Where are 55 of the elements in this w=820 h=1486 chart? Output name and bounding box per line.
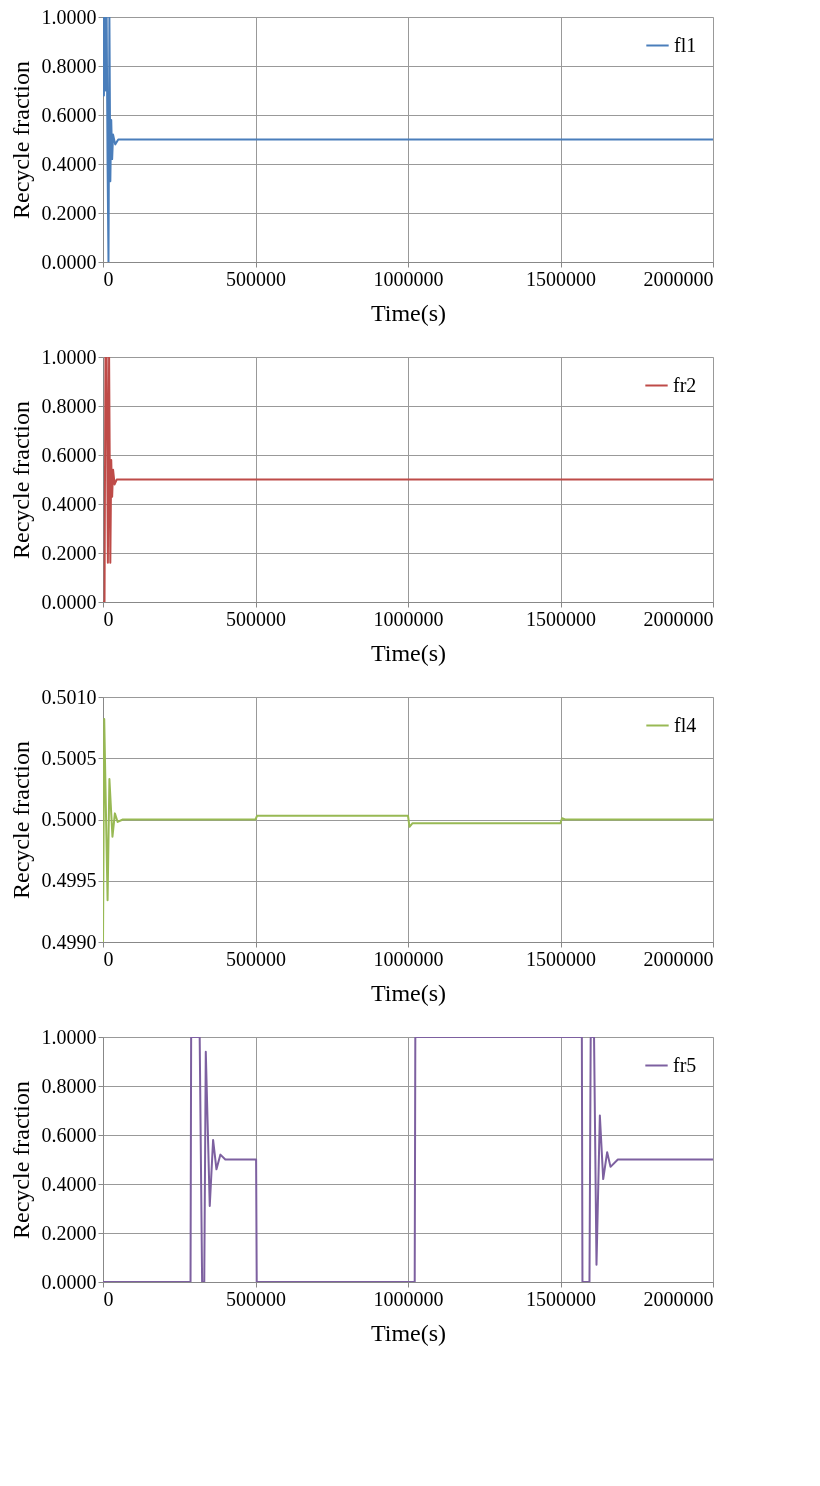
y-axis-title: Recycle fraction bbox=[7, 1081, 34, 1239]
x-tick-label: 1000000 bbox=[373, 1287, 444, 1310]
y-tick-label: 0.6000 bbox=[41, 103, 97, 126]
y-tick-label: 0.2000 bbox=[41, 1221, 97, 1244]
y-axis-title: Recycle fraction bbox=[7, 401, 34, 559]
y-tick-label: 1.0000 bbox=[41, 5, 97, 28]
x-tick-label: 1500000 bbox=[526, 947, 596, 970]
legend-label: fr2 bbox=[673, 373, 697, 396]
y-tick-label: 0.5010 bbox=[41, 685, 97, 708]
y-axis-title: Recycle fraction bbox=[7, 741, 34, 899]
x-axis-title: Time(s) bbox=[370, 979, 447, 1006]
x-tick-label: 500000 bbox=[226, 607, 286, 630]
y-tick-label: 0.8000 bbox=[41, 54, 97, 77]
y-tick-label: 0.2000 bbox=[41, 201, 97, 224]
x-tick-label: 1500000 bbox=[526, 1287, 596, 1310]
y-axis-title: Recycle fraction bbox=[7, 61, 34, 219]
x-axis-title: Time(s) bbox=[370, 639, 447, 666]
x-tick-label: 2000000 bbox=[643, 1287, 714, 1310]
y-tick-label: 0.6000 bbox=[41, 443, 97, 466]
x-tick-label: 1500000 bbox=[526, 607, 596, 630]
x-tick-label: 1500000 bbox=[526, 267, 596, 290]
x-tick-label: 2000000 bbox=[643, 607, 714, 630]
legend-label: fr5 bbox=[673, 1053, 697, 1076]
y-tick-label: 0.4990 bbox=[41, 930, 97, 953]
x-axis-title: Time(s) bbox=[370, 299, 447, 326]
y-tick-label: 0.6000 bbox=[41, 1123, 97, 1146]
y-tick-label: 0.2000 bbox=[41, 541, 97, 564]
x-tick-label: 1000000 bbox=[373, 267, 444, 290]
y-tick-label: 0.0000 bbox=[41, 590, 97, 613]
y-tick-label: 1.0000 bbox=[41, 1025, 97, 1048]
legend-label: fl1 bbox=[674, 33, 697, 56]
x-tick-label: 500000 bbox=[226, 947, 286, 970]
x-tick-label: 500000 bbox=[226, 1287, 286, 1310]
y-tick-label: 0.4000 bbox=[41, 492, 97, 515]
x-tick-label: 2000000 bbox=[643, 267, 714, 290]
y-tick-label: 0.5000 bbox=[41, 808, 97, 830]
y-tick-label: 0.8000 bbox=[41, 1074, 97, 1097]
y-tick-label: 0.4000 bbox=[41, 152, 97, 175]
y-tick-label: 0.8000 bbox=[41, 394, 97, 417]
y-tick-label: 0.5005 bbox=[41, 746, 97, 769]
y-tick-label: 0.0000 bbox=[41, 1270, 97, 1293]
x-tick-label: 0 bbox=[103, 947, 114, 970]
legend-label: fl4 bbox=[674, 713, 697, 736]
x-tick-label: 1000000 bbox=[373, 947, 444, 970]
y-tick-label: 0.4000 bbox=[41, 1172, 97, 1195]
x-tick-label: 0 bbox=[103, 1287, 114, 1310]
x-tick-label: 2000000 bbox=[643, 947, 714, 970]
x-tick-label: 1000000 bbox=[373, 607, 444, 630]
x-axis-title: Time(s) bbox=[370, 1319, 447, 1346]
x-tick-label: 0 bbox=[103, 267, 114, 290]
y-tick-label: 0.0000 bbox=[41, 250, 97, 273]
y-tick-label: 1.0000 bbox=[41, 345, 97, 368]
x-tick-label: 0 bbox=[103, 607, 114, 630]
x-tick-label: 500000 bbox=[226, 267, 286, 290]
y-tick-label: 0.4995 bbox=[41, 869, 97, 892]
